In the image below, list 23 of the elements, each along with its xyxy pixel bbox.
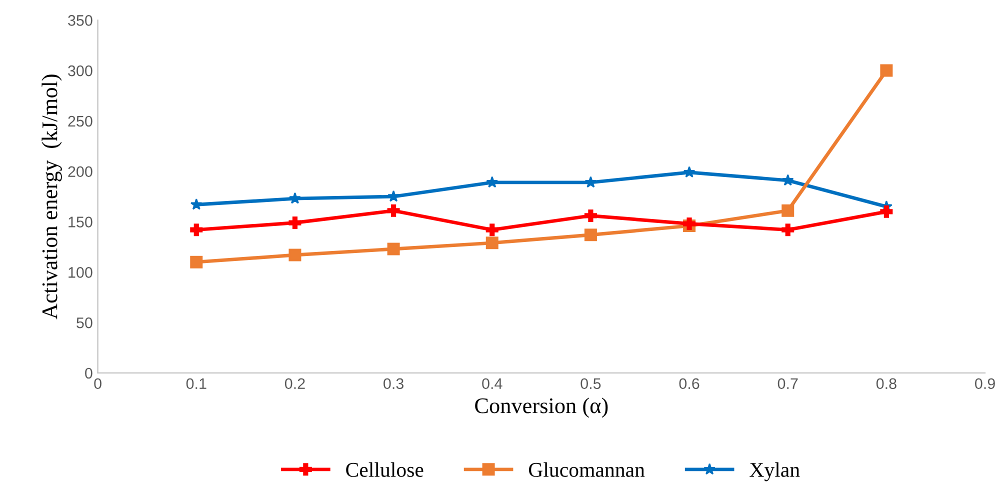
- y-tick-label: 200: [68, 166, 92, 178]
- y-tick-label: 150: [68, 216, 92, 228]
- y-axis-title: Activation energy (kJ/mol): [42, 74, 62, 320]
- x-tick-label: 0.6: [679, 378, 700, 390]
- x-tick-label: 0.7: [778, 378, 798, 390]
- y-tick-label: 0: [85, 368, 92, 379]
- x-tick-label: 0.2: [284, 378, 305, 390]
- x-tick-label: 0.3: [384, 378, 404, 390]
- x-tick-label: 0: [94, 378, 102, 390]
- legend-label: Xylan: [750, 462, 800, 482]
- y-tick-label: 250: [68, 116, 92, 127]
- x-tick-label: 0.9: [975, 378, 995, 390]
- x-axis-title: Conversion (α): [475, 398, 608, 418]
- x-tick-label: 0.8: [876, 378, 896, 390]
- y-tick-label: 350: [68, 15, 92, 26]
- y-tick-label: 300: [68, 65, 92, 76]
- x-tick-label: 0.4: [482, 378, 502, 390]
- legend-label: Glucomannan: [528, 462, 645, 477]
- y-tick-label: 50: [76, 317, 92, 328]
- y-tick-label: 100: [68, 267, 92, 278]
- legend-label: Cellulose: [346, 462, 424, 477]
- x-tick-label: 0.5: [580, 378, 601, 390]
- x-tick-label: 0.1: [186, 378, 206, 390]
